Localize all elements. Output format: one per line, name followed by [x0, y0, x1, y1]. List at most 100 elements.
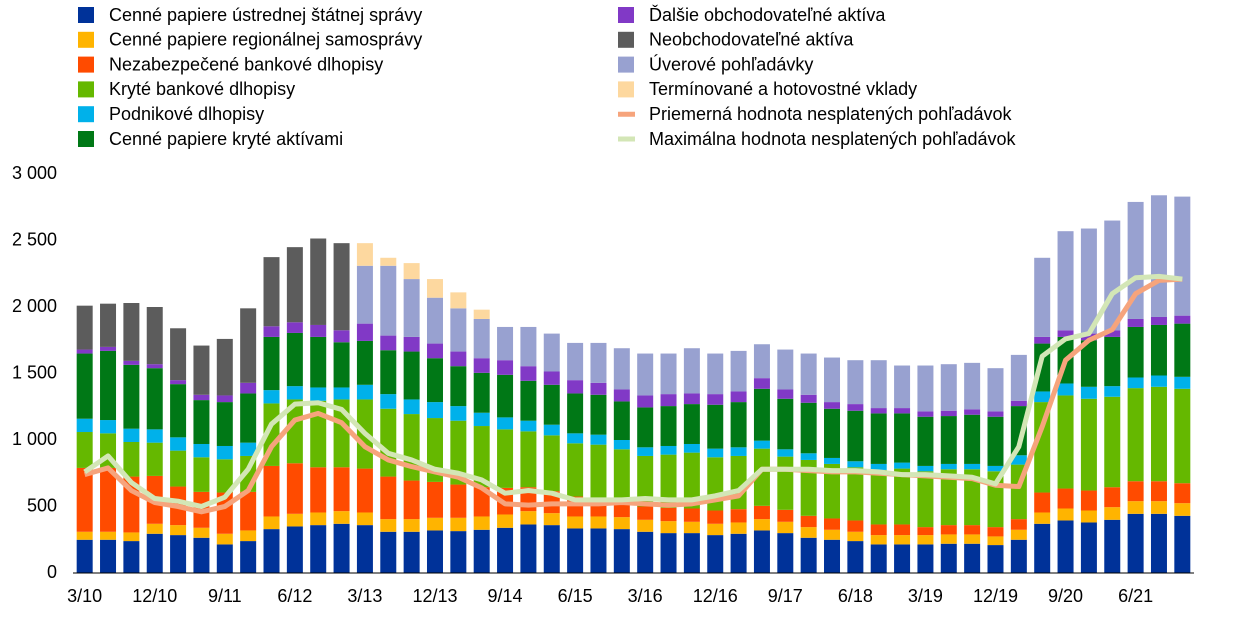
- bar-segment: [894, 413, 911, 463]
- bar-segment: [964, 543, 981, 573]
- bar-segment: [917, 471, 934, 528]
- bar-segment: [987, 536, 1004, 546]
- bar-segment: [473, 516, 490, 530]
- bar-segment: [964, 463, 981, 470]
- bar-segment: [917, 411, 934, 417]
- legend-label: Termínované a hotovostné vklady: [649, 79, 917, 99]
- bar-segment: [193, 443, 210, 458]
- bar-segment: [847, 410, 864, 462]
- line-series: [83, 276, 1183, 515]
- bar-segment: [310, 336, 327, 388]
- bar-segment: [216, 544, 233, 573]
- bar-segment: [403, 263, 420, 280]
- bar-segment: [707, 523, 724, 536]
- bar-segment: [1127, 388, 1144, 482]
- bar-segment: [146, 442, 163, 476]
- bar-segment: [847, 404, 864, 411]
- bar-segment: [847, 520, 864, 532]
- bar-segment: [497, 417, 514, 430]
- bar-segment: [76, 353, 93, 419]
- bar-segment: [170, 525, 187, 536]
- bar-segment: [567, 393, 584, 434]
- bar-segment: [263, 529, 280, 573]
- bar-segment: [1010, 354, 1027, 401]
- bar-segment: [263, 257, 280, 327]
- bar-segment: [800, 453, 817, 460]
- bar-segment: [146, 429, 163, 443]
- bar-segment: [473, 529, 490, 573]
- bar-segment: [100, 350, 117, 421]
- bar-segment: [473, 358, 490, 373]
- bar-segment: [777, 398, 794, 450]
- bar-segment: [123, 441, 140, 477]
- bar-segment: [730, 522, 747, 534]
- bar-segment: [380, 531, 397, 573]
- bar-segment: [613, 440, 630, 450]
- bar-segment: [1150, 324, 1167, 376]
- bar-segment: [240, 541, 257, 573]
- bar-segment: [660, 521, 677, 534]
- bar-segment: [660, 445, 677, 455]
- bar-segment: [1104, 336, 1121, 387]
- legend-swatch: [78, 131, 94, 147]
- bar-segment: [170, 535, 187, 573]
- bar-segment: [1057, 231, 1074, 331]
- bar-segment: [310, 387, 327, 401]
- x-tick-label: 12/19: [973, 586, 1018, 606]
- x-tick-label: 3/13: [347, 586, 382, 606]
- bar-segment: [543, 525, 560, 573]
- bar-segment: [123, 541, 140, 573]
- bar-segment: [567, 380, 584, 394]
- bar-segment: [800, 527, 817, 538]
- bar-segment: [473, 372, 490, 413]
- bar-segment: [380, 257, 397, 266]
- bar-segment: [683, 393, 700, 405]
- bar-segment: [987, 411, 1004, 417]
- bar-segment: [683, 533, 700, 573]
- bar-segment: [333, 467, 350, 512]
- bar-segment: [216, 459, 233, 493]
- bar-segment: [777, 449, 794, 457]
- bar-segment: [964, 362, 981, 410]
- bar-segment: [1174, 315, 1191, 324]
- bar-segment: [1057, 520, 1074, 573]
- x-tick-label: 6/18: [838, 586, 873, 606]
- bar-segment: [426, 279, 443, 298]
- bar-segment: [707, 535, 724, 573]
- bar-segment: [940, 543, 957, 573]
- bar-segment: [1150, 386, 1167, 482]
- bar-segment: [567, 443, 584, 497]
- bar-segment: [660, 507, 677, 522]
- bar-segment: [100, 420, 117, 434]
- bar-segment: [730, 350, 747, 392]
- x-tick-label: 6/21: [1118, 586, 1153, 606]
- bar-segment: [403, 531, 420, 573]
- bar-segment: [333, 243, 350, 331]
- bar-segment: [1174, 483, 1191, 504]
- legend-swatch: [78, 31, 94, 48]
- bar-segment: [380, 394, 397, 409]
- bar-segment: [1174, 376, 1191, 389]
- bar-segment: [240, 530, 257, 542]
- bar-segment: [380, 476, 397, 520]
- bar-segment: [1150, 481, 1167, 502]
- bar-segment: [567, 516, 584, 529]
- bar-segment: [543, 424, 560, 436]
- bar-segment: [730, 533, 747, 573]
- bar-segment: [660, 406, 677, 446]
- bar-segment: [917, 465, 934, 472]
- bar-segment: [964, 414, 981, 464]
- bar-segment: [1150, 501, 1167, 514]
- bar-segment: [520, 380, 537, 421]
- legend-label: Kryté bankové dlhopisy: [109, 79, 295, 99]
- bar-segment: [800, 394, 817, 403]
- legend-label: Maximálna hodnota nesplatených pohľadávo…: [649, 129, 1016, 149]
- bar-segment: [1174, 196, 1191, 316]
- bar-segment: [940, 534, 957, 544]
- bar-segment: [753, 378, 770, 389]
- bar-segment: [660, 454, 677, 508]
- bar-segment: [310, 400, 327, 468]
- legend-label: Cenné papiere ústrednej štátnej správy: [109, 5, 422, 25]
- y-tick-label: 2 000: [12, 296, 57, 316]
